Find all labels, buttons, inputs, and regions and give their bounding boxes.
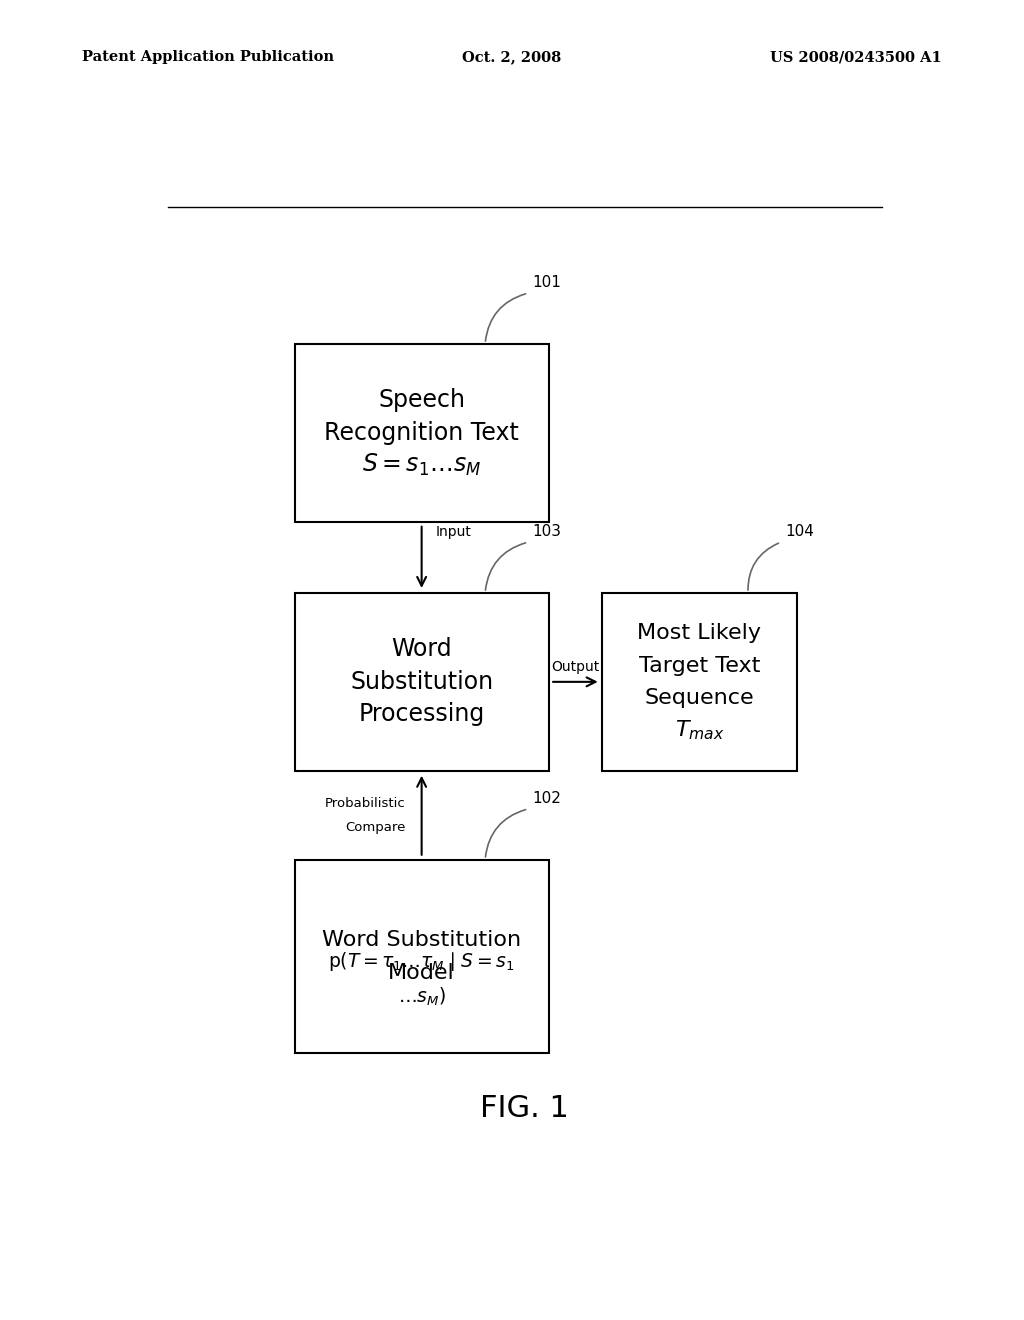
Text: US 2008/0243500 A1: US 2008/0243500 A1 [770, 50, 942, 65]
Text: Most Likely: Most Likely [637, 623, 762, 643]
Text: 102: 102 [532, 791, 561, 805]
Text: Word Substitution: Word Substitution [323, 931, 521, 950]
Text: Substitution: Substitution [350, 669, 494, 694]
Text: Oct. 2, 2008: Oct. 2, 2008 [463, 50, 561, 65]
Text: 103: 103 [532, 524, 561, 539]
FancyBboxPatch shape [295, 593, 549, 771]
FancyBboxPatch shape [295, 345, 549, 521]
Text: Input: Input [436, 525, 472, 539]
Text: Model: Model [388, 962, 455, 982]
Text: Recognition Text: Recognition Text [325, 421, 519, 445]
Text: Target Text: Target Text [639, 656, 760, 676]
Text: $\ldots s_M )$: $\ldots s_M )$ [397, 986, 445, 1008]
Text: Speech: Speech [378, 388, 465, 412]
Text: Word: Word [391, 638, 452, 661]
Text: Sequence: Sequence [644, 688, 755, 708]
Text: $T_{max}$: $T_{max}$ [675, 719, 724, 742]
FancyBboxPatch shape [602, 593, 797, 771]
Text: Probabilistic: Probabilistic [325, 796, 406, 809]
Text: Processing: Processing [358, 702, 484, 726]
FancyBboxPatch shape [295, 859, 549, 1053]
Text: Compare: Compare [345, 821, 406, 834]
Text: $\mathrm{p}(T = \tau_1 \ldots \tau_M \mid S = s_1$: $\mathrm{p}(T = \tau_1 \ldots \tau_M \mi… [329, 950, 515, 973]
Text: Patent Application Publication: Patent Application Publication [82, 50, 334, 65]
Text: FIG. 1: FIG. 1 [480, 1094, 569, 1123]
Text: 101: 101 [532, 275, 561, 290]
Text: $S = s_1 \ldots s_M$: $S = s_1 \ldots s_M$ [362, 453, 481, 478]
Text: Output: Output [551, 660, 599, 673]
Text: 104: 104 [785, 524, 814, 539]
